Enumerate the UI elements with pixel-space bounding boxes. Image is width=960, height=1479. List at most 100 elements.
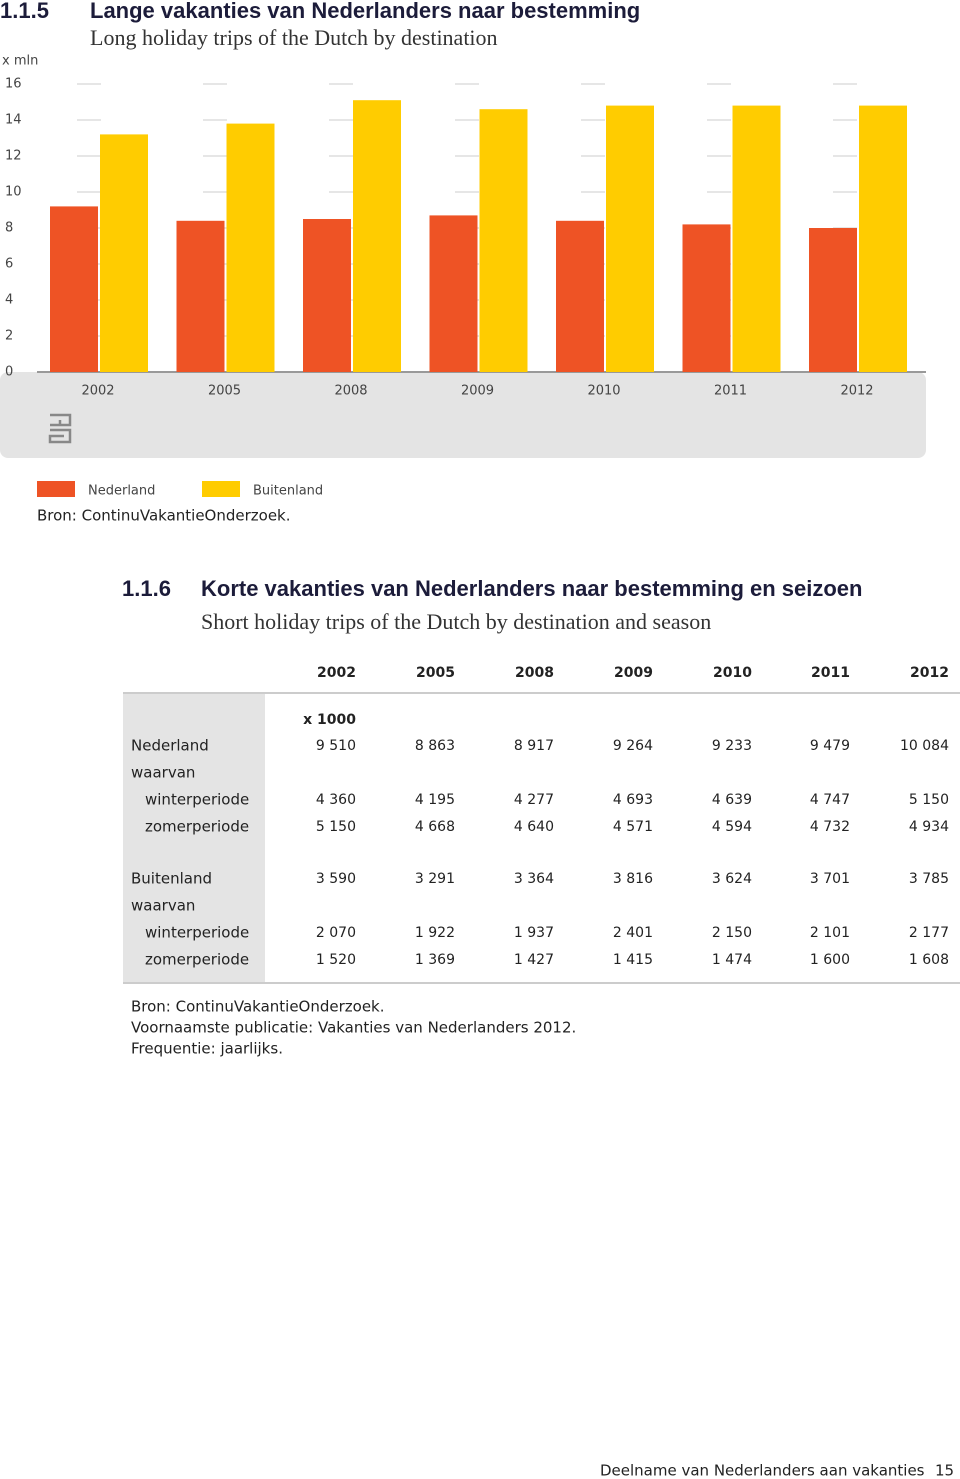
row-label: waarvan	[131, 764, 195, 782]
note: Frequentie: jaarlijks.	[131, 1040, 283, 1058]
row-label: zomerperiode	[145, 818, 249, 836]
note: Bron: ContinuVakantieOnderzoek.	[131, 998, 385, 1016]
cell: 5 150	[909, 792, 949, 808]
cell: 2 150	[712, 925, 752, 941]
cell: 3 624	[712, 871, 752, 887]
bar	[100, 134, 148, 372]
y-axis-label: x mln	[2, 54, 38, 69]
logo	[48, 413, 72, 444]
cell: 2 101	[810, 925, 850, 941]
cell: 5 150	[316, 819, 356, 835]
cell: 3 816	[613, 871, 653, 887]
cell: 10 084	[900, 738, 949, 754]
column-header: 2009	[614, 665, 653, 681]
note: Voornaamste publicatie: Vakanties van Ne…	[131, 1019, 576, 1037]
column-header: 2011	[811, 665, 850, 681]
cell: 4 668	[415, 819, 455, 835]
page-number: 15	[935, 1462, 954, 1479]
row-label: waarvan	[131, 897, 195, 915]
cell: 9 510	[316, 738, 356, 754]
chart-source: Bron: ContinuVakantieOnderzoek.	[37, 507, 291, 525]
table-number: 1.1.6	[122, 576, 171, 601]
y-tick-label: 16	[5, 77, 22, 92]
cell: 1 427	[514, 952, 554, 968]
y-tick-label: 12	[5, 149, 22, 164]
row-label: winterperiode	[145, 791, 249, 809]
cell: 1 922	[415, 925, 455, 941]
legend-swatch	[37, 481, 75, 497]
cell: 3 291	[415, 871, 455, 887]
row-label: winterperiode	[145, 924, 249, 942]
y-tick-label: 14	[5, 113, 22, 128]
y-tick-label: 8	[5, 221, 13, 236]
y-tick-label: 10	[5, 185, 22, 200]
cell: 8 917	[514, 738, 554, 754]
cell: 4 934	[909, 819, 949, 835]
column-header: 2005	[416, 665, 455, 681]
cell: 1 520	[316, 952, 356, 968]
y-tick-label: 0	[5, 365, 13, 380]
chart-subtitle: Long holiday trips of the Dutch by desti…	[90, 25, 498, 50]
cell: 4 594	[712, 819, 752, 835]
cell: 1 474	[712, 952, 752, 968]
x-tick-label: 2009	[461, 384, 494, 399]
row-label: Nederland	[131, 737, 209, 755]
cell: 1 600	[810, 952, 850, 968]
bar	[50, 206, 98, 372]
legend-label: Buitenland	[253, 484, 323, 499]
bar	[226, 123, 275, 372]
chart-title: Lange vakanties van Nederlanders naar be…	[90, 0, 640, 23]
legend-label: Nederland	[88, 484, 155, 499]
cell: 2 177	[909, 925, 949, 941]
cell: 3 785	[909, 871, 949, 887]
footer-text: Deelname van Nederlanders aan vakanties	[600, 1462, 925, 1479]
y-tick-label: 6	[5, 257, 13, 272]
row-label: Buitenland	[131, 870, 212, 888]
bar	[479, 109, 528, 372]
x-tick-label: 2012	[840, 384, 873, 399]
table-unit: x 1000	[303, 712, 356, 728]
cell: 1 937	[514, 925, 554, 941]
cell: 2 070	[316, 925, 356, 941]
column-header: 2010	[713, 665, 752, 681]
cell: 4 732	[810, 819, 850, 835]
bar	[809, 228, 857, 372]
cell: 4 571	[613, 819, 653, 835]
cell: 1 415	[613, 952, 653, 968]
cell: 4 639	[712, 792, 752, 808]
cell: 4 195	[415, 792, 455, 808]
x-tick-label: 2002	[81, 384, 114, 399]
cell: 4 360	[316, 792, 356, 808]
cell: 3 701	[810, 871, 850, 887]
bar	[176, 220, 225, 372]
x-tick-label: 2005	[208, 384, 241, 399]
cell: 2 401	[613, 925, 653, 941]
x-tick-label: 2011	[714, 384, 747, 399]
y-tick-label: 4	[5, 293, 13, 308]
y-tick-label: 2	[5, 329, 13, 344]
cell: 9 479	[810, 738, 850, 754]
cell: 3 590	[316, 871, 356, 887]
cell: 4 277	[514, 792, 554, 808]
bar	[353, 100, 401, 372]
x-tick-label: 2010	[587, 384, 620, 399]
bar	[556, 220, 604, 372]
row-label: zomerperiode	[145, 951, 249, 969]
bar	[303, 219, 351, 372]
bar	[732, 105, 781, 372]
cell: 4 693	[613, 792, 653, 808]
table-subtitle: Short holiday trips of the Dutch by dest…	[201, 609, 711, 634]
column-header: 2008	[515, 665, 554, 681]
cell: 3 364	[514, 871, 554, 887]
axis-panel	[0, 372, 926, 458]
bar	[429, 215, 478, 372]
table-title: Korte vakanties van Nederlanders naar be…	[201, 576, 862, 601]
bar	[682, 224, 731, 372]
cell: 1 369	[415, 952, 455, 968]
bar	[606, 105, 654, 372]
column-header: 2002	[317, 665, 356, 681]
cell: 8 863	[415, 738, 455, 754]
chart-number: 1.1.5	[0, 0, 49, 23]
x-tick-label: 2008	[334, 384, 367, 399]
